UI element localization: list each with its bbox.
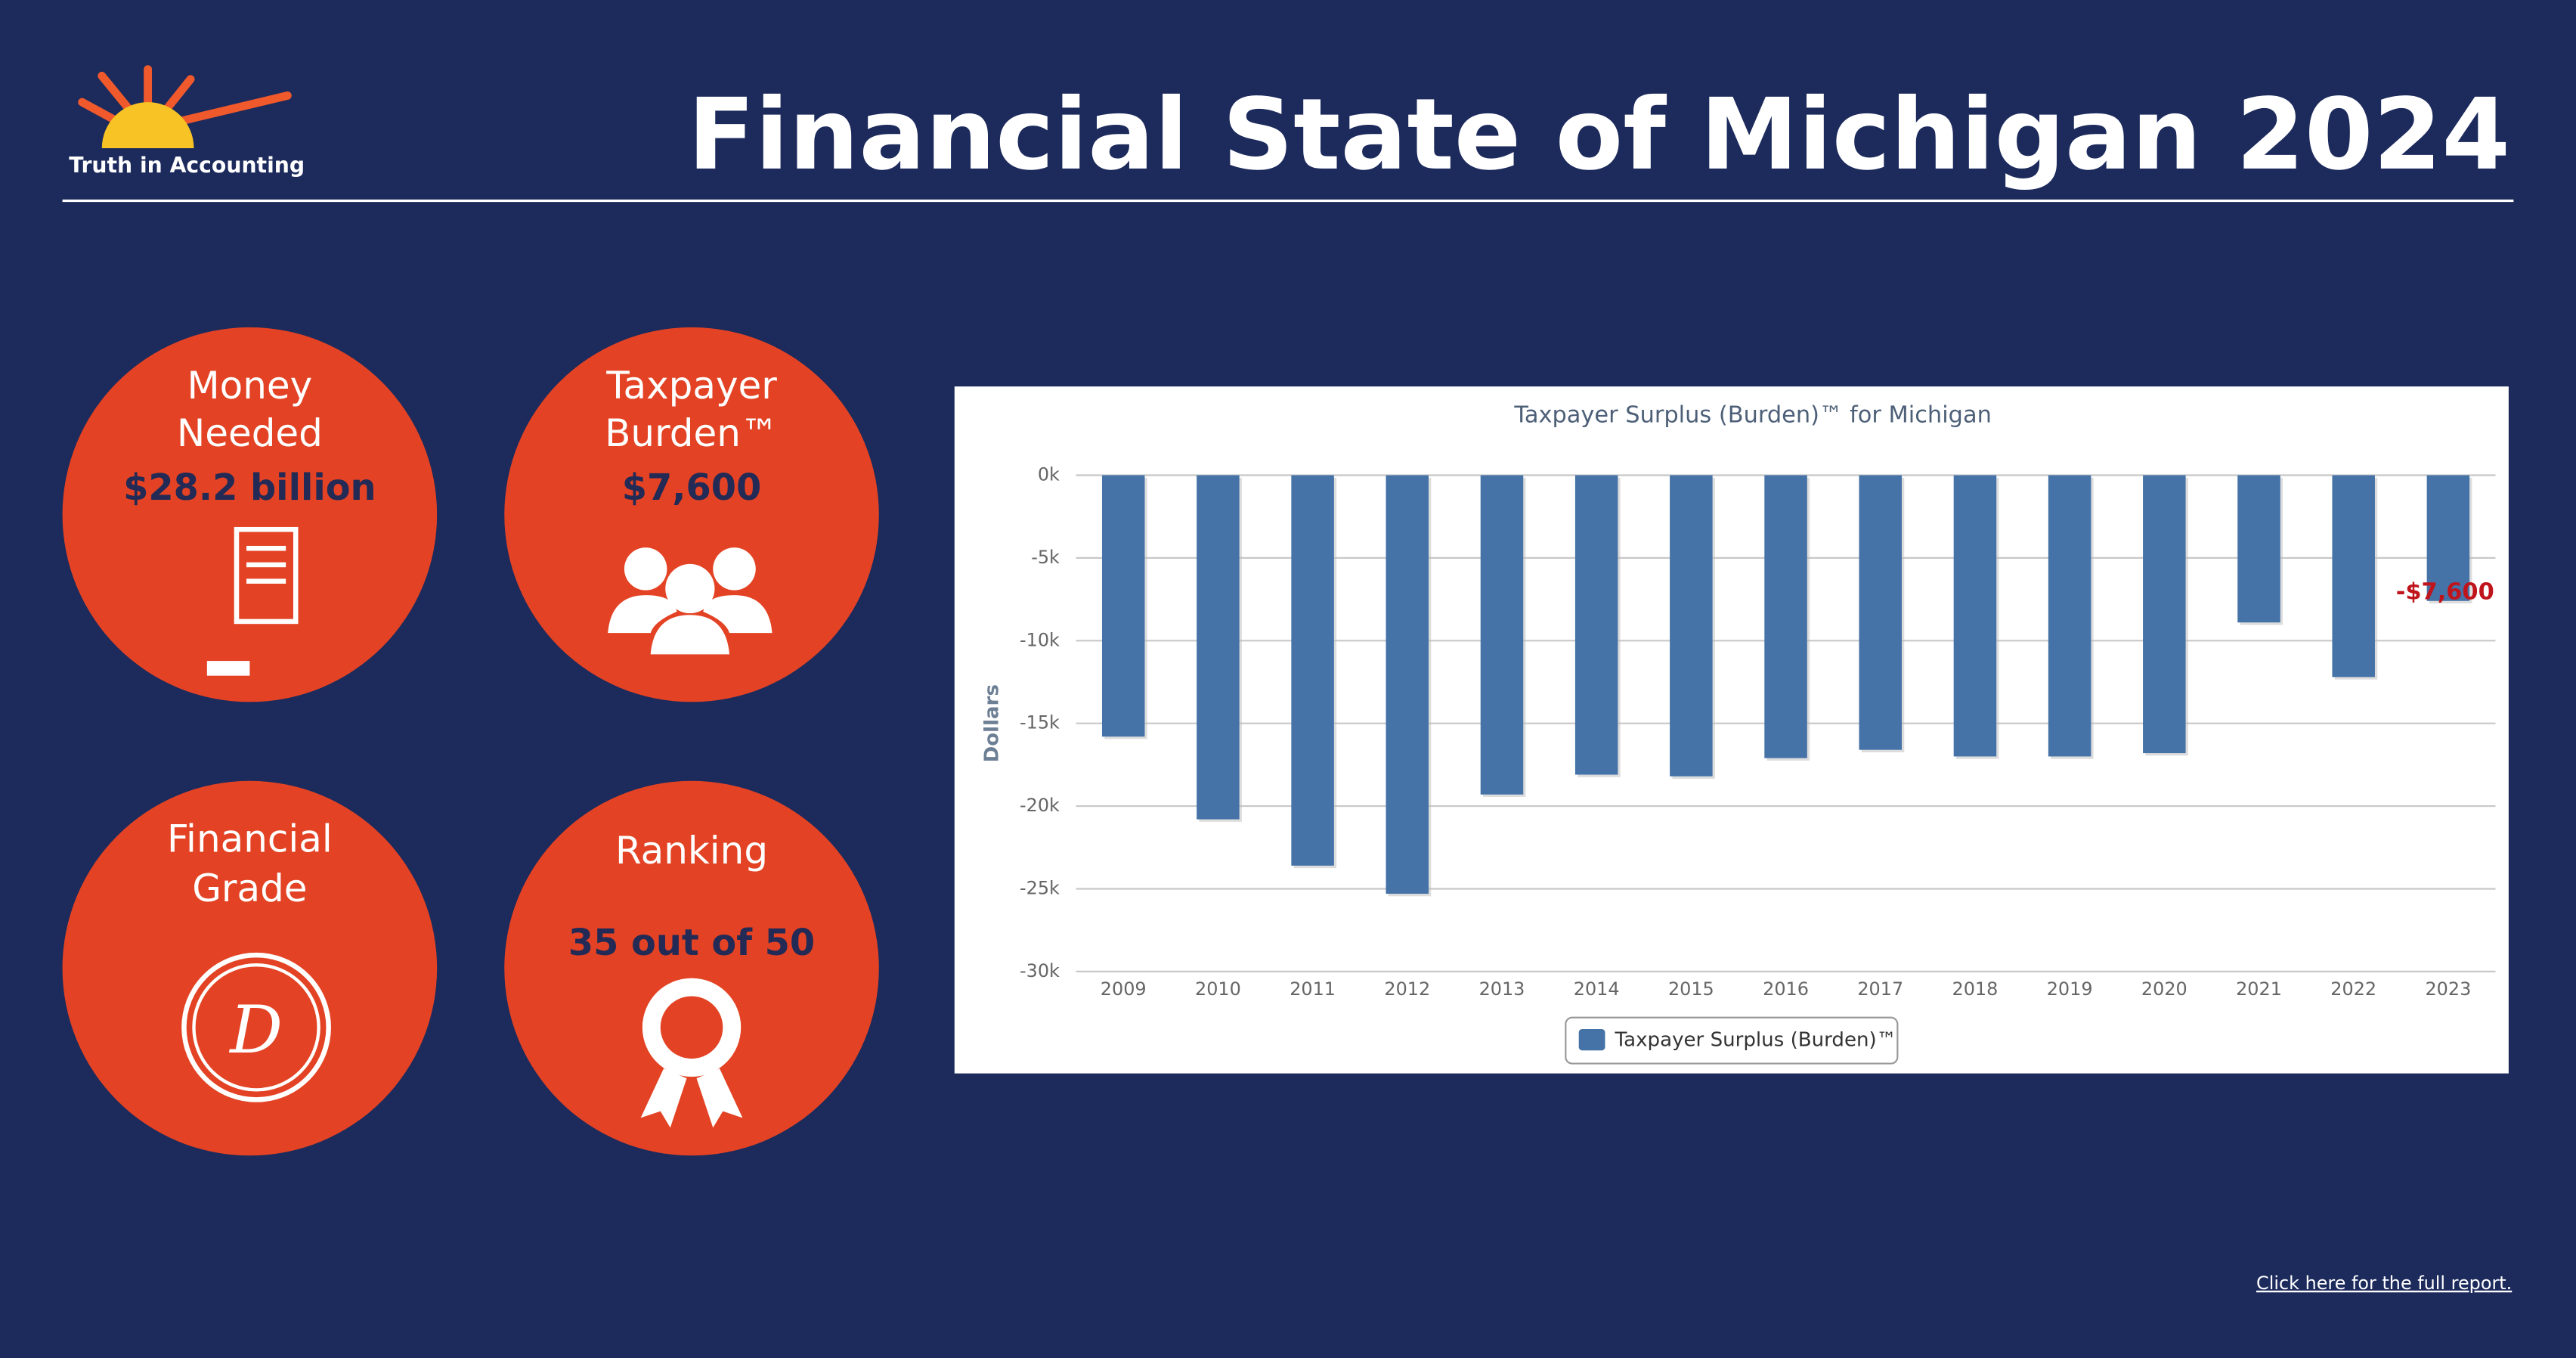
card-icons bbox=[181, 526, 772, 1128]
x-tick-label: 2019 bbox=[2047, 978, 2093, 1000]
x-tick-label: 2023 bbox=[2425, 978, 2471, 1000]
card-value: $7,600 bbox=[622, 467, 761, 509]
card-label: Taxpayer bbox=[605, 364, 777, 408]
x-tick-label: 2022 bbox=[2330, 978, 2376, 1000]
bar bbox=[2237, 475, 2280, 623]
x-tick-label: 2016 bbox=[1763, 978, 1809, 1000]
card-value: 35 out of 50 bbox=[568, 922, 815, 964]
card-grade: D bbox=[228, 991, 283, 1068]
bar bbox=[1386, 475, 1429, 894]
x-tick-label: 2018 bbox=[1952, 978, 1999, 1000]
card-label: Money bbox=[187, 364, 313, 408]
people-icon bbox=[608, 547, 772, 655]
card-label: Burden™ bbox=[605, 411, 779, 455]
x-tick-label: 2015 bbox=[1668, 978, 1714, 1000]
grade-icon bbox=[181, 952, 331, 1102]
ribbon-icon bbox=[640, 978, 743, 1128]
legend-box bbox=[1565, 1016, 1899, 1065]
x-tick-label: 2020 bbox=[2141, 978, 2187, 1000]
card-circle bbox=[62, 327, 438, 702]
bar bbox=[1670, 475, 1713, 777]
x-tick-label: 2009 bbox=[1101, 978, 1147, 1000]
y-tick-label: -10k bbox=[1020, 629, 1060, 650]
y-tick-label: 0k bbox=[1038, 464, 1060, 485]
report-link[interactable]: Click here for the full report. bbox=[2256, 1273, 2512, 1294]
card-circle bbox=[504, 780, 879, 1156]
logo bbox=[78, 65, 292, 148]
bar bbox=[1574, 475, 1618, 775]
bar bbox=[2426, 475, 2470, 601]
card-value: $28.2 billion bbox=[123, 467, 376, 509]
y-axis-title: Dollars bbox=[980, 684, 1003, 762]
bar bbox=[2143, 475, 2186, 754]
x-tick-label: 2010 bbox=[1195, 978, 1241, 1000]
x-tick-label: 2013 bbox=[1479, 978, 1525, 1000]
y-tick-label: -25k bbox=[1020, 877, 1060, 898]
x-tick-label: 2011 bbox=[1290, 978, 1336, 1000]
bar bbox=[1480, 475, 1524, 795]
card-label: Grade bbox=[192, 867, 307, 910]
bar bbox=[1291, 475, 1334, 866]
bar bbox=[1953, 475, 1997, 757]
card-circle bbox=[62, 780, 438, 1156]
x-tick-label: 2012 bbox=[1384, 978, 1430, 1000]
y-tick-label: -20k bbox=[1020, 795, 1060, 816]
card-label: Financial bbox=[167, 817, 333, 861]
x-tick-label: 2017 bbox=[1857, 978, 1903, 1000]
legend-label: Taxpayer Surplus (Burden)™ bbox=[1615, 1029, 1896, 1052]
logo-text: Truth in Accounting bbox=[69, 153, 305, 178]
x-tick-label: 2021 bbox=[2236, 978, 2282, 1000]
bar bbox=[1197, 475, 1240, 820]
bar bbox=[2048, 475, 2091, 757]
bar bbox=[1101, 475, 1145, 737]
card-label: Needed bbox=[177, 411, 323, 455]
x-tick-label: 2014 bbox=[1574, 978, 1620, 1000]
chart: Taxpayer Surplus (Burden)™ for Michigan D… bbox=[980, 402, 2496, 1065]
bar bbox=[1764, 475, 1807, 758]
receipt-icon bbox=[206, 526, 299, 676]
data-label: -$7,600 bbox=[2396, 578, 2494, 605]
bar bbox=[1859, 475, 1903, 750]
y-tick-label: -30k bbox=[1020, 960, 1060, 981]
bar bbox=[2332, 475, 2375, 677]
card-circle bbox=[504, 327, 879, 702]
y-tick-label: -5k bbox=[1031, 547, 1060, 568]
page-title: Financial State of Michigan 2024 bbox=[688, 77, 2510, 192]
chart-title: Taxpayer Surplus (Burden)™ for Michigan bbox=[1513, 402, 1992, 429]
y-tick-label: -15k bbox=[1020, 712, 1060, 733]
legend-swatch bbox=[1578, 1028, 1605, 1051]
card-label: Ranking bbox=[615, 829, 768, 873]
